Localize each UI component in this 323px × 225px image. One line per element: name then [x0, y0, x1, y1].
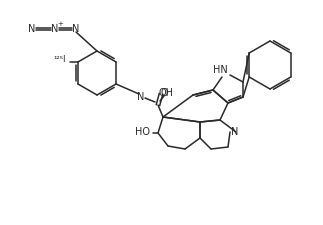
Text: N: N	[72, 24, 80, 34]
Text: N: N	[137, 92, 145, 102]
Text: HN: HN	[213, 65, 227, 75]
Text: O: O	[160, 88, 168, 98]
Text: N: N	[28, 24, 36, 34]
Text: HO: HO	[136, 127, 151, 137]
Text: N: N	[231, 127, 239, 137]
Text: OH: OH	[159, 88, 173, 98]
Text: N: N	[51, 24, 59, 34]
Text: ¹²⁵I: ¹²⁵I	[54, 56, 66, 65]
Text: +: +	[57, 21, 63, 27]
